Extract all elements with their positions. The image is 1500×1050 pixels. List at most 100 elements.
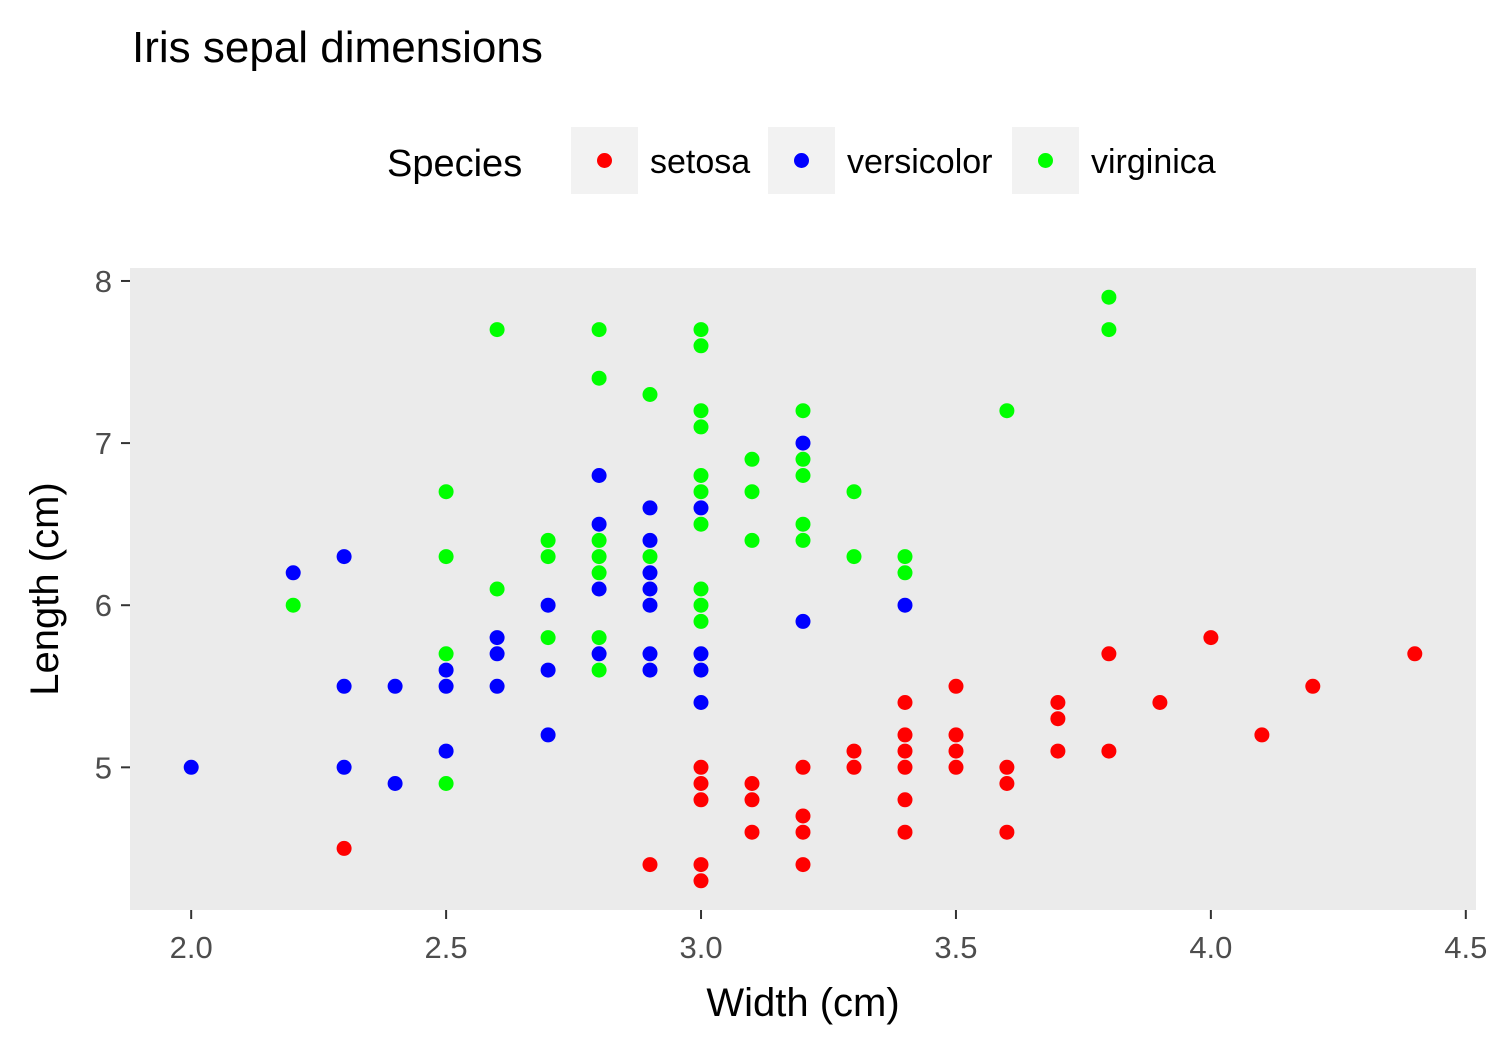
data-point [948, 727, 964, 743]
data-point [1254, 727, 1270, 743]
data-point [693, 419, 709, 435]
data-point [744, 792, 760, 808]
x-axis-label: Width (cm) [706, 981, 899, 1025]
data-point [795, 516, 811, 532]
x-tick-label: 2.0 [170, 930, 213, 965]
data-point [846, 549, 862, 565]
x-tick-label: 3.5 [934, 930, 977, 965]
data-point [795, 808, 811, 824]
y-tick-label: 6 [95, 588, 112, 623]
legend-symbol [794, 153, 809, 168]
legend-item-setosa: setosa [571, 127, 750, 194]
data-point [1101, 289, 1117, 305]
data-point [642, 597, 658, 613]
data-points [183, 289, 1423, 889]
data-point [642, 646, 658, 662]
y-axis-label: Length (cm) [23, 482, 67, 695]
legend-label: virginica [1091, 143, 1216, 181]
legend-symbol [597, 153, 612, 168]
data-point [438, 484, 454, 500]
data-point [846, 484, 862, 500]
data-point [540, 727, 556, 743]
data-point [642, 662, 658, 678]
data-point [591, 630, 607, 646]
data-point [336, 840, 352, 856]
data-point [693, 662, 709, 678]
data-point [1050, 743, 1066, 759]
data-point [795, 435, 811, 451]
data-point [693, 581, 709, 597]
data-point [795, 403, 811, 419]
x-tick-label: 4.0 [1189, 930, 1232, 965]
data-point [693, 759, 709, 775]
data-point [897, 792, 913, 808]
data-point [693, 484, 709, 500]
y-tick-label: 8 [95, 264, 112, 299]
data-point [438, 678, 454, 694]
data-point [540, 662, 556, 678]
data-point [693, 338, 709, 354]
axes: 2.0 2.5 3.0 3.5 4.0 4.5 5 6 7 8 [95, 264, 1488, 965]
data-point [1203, 630, 1219, 646]
x-tick-label: 4.5 [1444, 930, 1487, 965]
legend-item-versicolor: versicolor [768, 127, 992, 194]
data-point [744, 824, 760, 840]
data-point [489, 678, 505, 694]
data-point [438, 662, 454, 678]
data-point [795, 613, 811, 629]
data-point [897, 743, 913, 759]
data-point [591, 646, 607, 662]
data-point [591, 532, 607, 548]
legend-title: Species [387, 143, 522, 185]
data-point [642, 857, 658, 873]
data-point [897, 759, 913, 775]
data-point [438, 549, 454, 565]
data-point [744, 451, 760, 467]
data-point [693, 873, 709, 889]
data-point [387, 776, 403, 791]
x-tick-label: 3.0 [679, 930, 722, 965]
legend-item-virginica: virginica [1012, 127, 1216, 194]
data-point [642, 532, 658, 548]
data-point [948, 743, 964, 759]
data-point [591, 581, 607, 597]
data-point [999, 759, 1015, 775]
plot-panel [130, 268, 1476, 910]
data-point [591, 468, 607, 483]
data-point [1152, 695, 1168, 710]
data-point [387, 678, 403, 694]
data-point [642, 565, 658, 581]
data-point [693, 468, 709, 483]
data-point [693, 646, 709, 662]
data-point [693, 792, 709, 808]
chart-title: Iris sepal dimensions [132, 23, 543, 72]
data-point [489, 630, 505, 646]
data-point [693, 322, 709, 338]
x-tick-label: 2.5 [425, 930, 468, 965]
data-point [540, 630, 556, 646]
data-point [489, 581, 505, 597]
data-point [999, 824, 1015, 840]
data-point [489, 646, 505, 662]
data-point [285, 565, 301, 581]
data-point [1101, 743, 1117, 759]
data-point [438, 743, 454, 759]
data-point [285, 597, 301, 613]
legend-label: setosa [650, 143, 750, 181]
data-point [183, 759, 199, 775]
data-point [795, 857, 811, 873]
data-point [591, 370, 607, 386]
data-point [336, 549, 352, 565]
series-setosa [336, 630, 1423, 889]
data-point [642, 549, 658, 565]
data-point [795, 759, 811, 775]
data-point [744, 776, 760, 791]
data-point [693, 516, 709, 532]
data-point [693, 500, 709, 516]
data-point [591, 516, 607, 532]
data-point [438, 776, 454, 791]
series-virginica [285, 289, 1117, 791]
data-point [591, 549, 607, 565]
data-point [336, 759, 352, 775]
data-point [642, 387, 658, 402]
